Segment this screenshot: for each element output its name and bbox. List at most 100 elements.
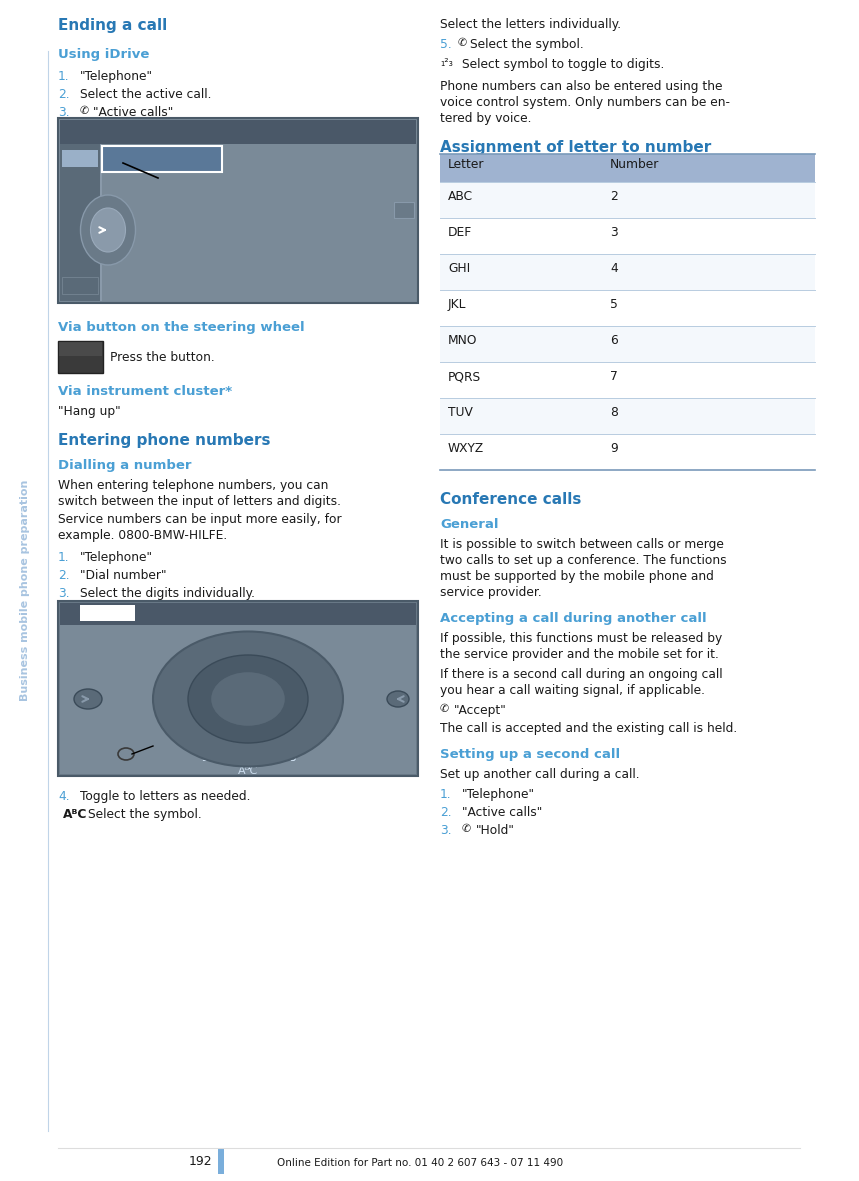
Text: Number: Number [610,158,660,171]
Bar [440,291,815,326]
Text: ✆: ✆ [458,38,467,48]
Bar [60,603,416,774]
Text: General: General [440,518,498,531]
Ellipse shape [81,195,136,265]
Text: service provider.: service provider. [440,586,542,599]
Text: If possible, this functions must be released by: If possible, this functions must be rele… [440,632,722,645]
Text: voice control system. Only numbers can be en‑: voice control system. Only numbers can b… [440,96,730,109]
Text: ABC: ABC [448,190,473,203]
Bar [58,601,418,776]
Ellipse shape [153,632,343,766]
Bar [102,144,416,301]
Text: 4.: 4. [58,790,70,803]
Text: "Telephone": "Telephone" [80,70,153,83]
Text: 1.: 1. [440,788,452,801]
Text: TUV: TUV [448,406,472,419]
Text: 3: 3 [610,226,618,239]
Text: "Active calls": "Active calls" [462,805,542,818]
Text: Service numbers can be input more easily, for: Service numbers can be input more easily… [58,513,342,526]
Bar [102,146,222,172]
Bar [394,202,414,218]
Text: ✆: ✆ [80,106,89,116]
Text: ✆: ✆ [77,279,85,289]
Bar [80,605,135,621]
Text: ✆: ✆ [77,152,85,162]
Bar [62,278,98,294]
Text: 5: 5 [610,298,618,311]
Text: 1.: 1. [58,552,70,565]
Text: +4989123456789: +4989123456789 [106,176,213,189]
Text: 2: 2 [610,190,618,203]
Text: 6: 6 [610,334,618,347]
Text: Toggle to letters as needed.: Toggle to letters as needed. [80,790,251,803]
Text: When entering telephone numbers, you can: When entering telephone numbers, you can [58,479,328,492]
Text: 9: 9 [610,442,618,455]
Text: 4: 4 [610,262,618,275]
Bar [440,398,815,433]
Bar [440,154,815,182]
Text: 2: 2 [168,730,175,740]
Text: must be supported by the mobile phone and: must be supported by the mobile phone an… [440,570,714,583]
Text: two calls to set up a conference. The functions: two calls to set up a conference. The fu… [440,554,727,567]
Text: Accepting a call during another call: Accepting a call during another call [440,612,707,625]
Text: 9: 9 [289,645,295,655]
Ellipse shape [74,689,102,709]
Text: #: # [168,668,176,678]
Text: MNO: MNO [448,334,478,347]
Text: 192: 192 [188,1155,212,1168]
Text: 00:55: 00:55 [106,193,139,205]
Text: "Accept": "Accept" [454,704,507,717]
Text: "Hang up": "Hang up" [58,405,120,418]
Text: DEF: DEF [448,226,472,239]
Text: Set up another call during a call.: Set up another call during a call. [440,768,640,781]
Text: Active calls: Active calls [80,124,139,133]
Text: Online Edition for Part no. 01 40 2 607 643 - 07 11 490: Online Edition for Part no. 01 40 2 607 … [277,1159,563,1168]
Text: 3.: 3. [58,106,70,119]
Text: If there is a second call during an ongoing call: If there is a second call during an ongo… [440,668,722,681]
Text: Assignment of letter to number: Assignment of letter to number [440,141,711,155]
Bar [59,342,102,355]
Text: 1.: 1. [58,70,70,83]
Text: 3: 3 [201,752,207,763]
Text: 👥: 👥 [78,231,84,242]
Bar [60,603,416,625]
Text: "Telephone": "Telephone" [80,552,153,565]
Text: Select symbol to toggle to digits.: Select symbol to toggle to digits. [462,58,664,71]
Text: ☏: ☏ [70,347,89,363]
Text: Select the symbol.: Select the symbol. [470,38,584,51]
Text: ✆: ✆ [66,123,74,133]
Bar [60,120,416,144]
Text: 5.: 5. [440,38,452,51]
Text: 2.: 2. [58,89,70,102]
Ellipse shape [387,691,409,707]
Text: "Hold": "Hold" [476,824,515,837]
Text: Conference calls: Conference calls [440,492,582,507]
Bar [440,254,815,291]
Text: Using iDrive: Using iDrive [58,48,149,61]
Text: tered by voice.: tered by voice. [440,112,532,125]
Text: WXYZ: WXYZ [448,442,484,455]
Text: 5: 5 [289,752,295,763]
Bar [62,190,98,207]
Text: 7: 7 [610,370,618,383]
Bar [0,0,50,1181]
Text: ₁²₃: ₁²₃ [440,58,453,68]
Text: Business mobile phone preparation: Business mobile phone preparation [20,479,30,702]
Text: ✆: ✆ [66,605,74,615]
Bar [62,230,98,247]
Text: Via instrument cluster*: Via instrument cluster* [58,385,232,398]
Text: Via button on the steering wheel: Via button on the steering wheel [58,321,305,334]
Text: Press the button.: Press the button. [110,351,215,364]
Text: 3.: 3. [440,824,452,837]
Bar [440,182,815,218]
Text: ✎: ✎ [77,172,85,182]
Text: It is possible to switch between calls or merge: It is possible to switch between calls o… [440,539,724,552]
Text: ☏: ☏ [236,694,260,713]
Text: +: + [199,645,209,655]
Bar [440,433,815,470]
Text: 2.: 2. [440,805,452,818]
Text: 4: 4 [245,761,252,771]
Bar [440,363,815,398]
Bar [218,1148,224,1174]
Text: you hear a call waiting signal, if applicable.: you hear a call waiting signal, if appli… [440,684,705,697]
